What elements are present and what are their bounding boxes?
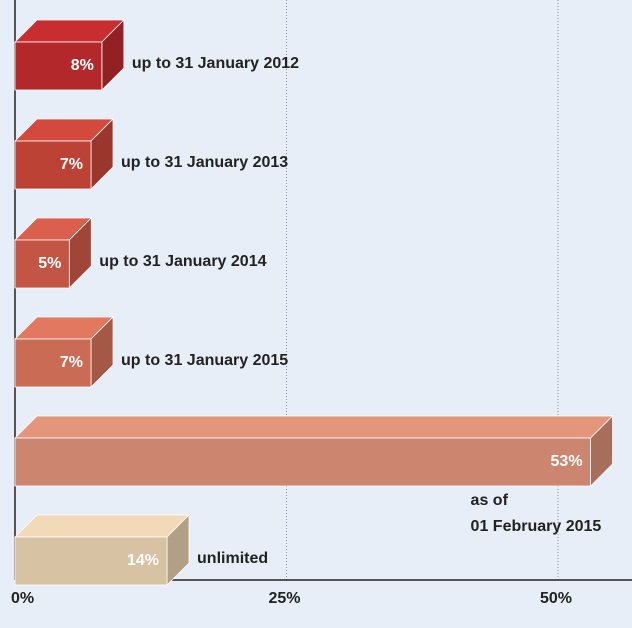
bar-top [14,415,614,439]
bar [14,514,191,586]
bar [14,316,114,388]
category-label: up to 31 January 2012 [131,55,300,72]
category-label: up to 31 January 2014 [99,253,267,270]
bar [14,415,614,487]
bar-front [14,338,92,388]
category-label: up to 31 January 2013 [121,154,289,171]
bar-front [14,536,168,586]
value-label: 14% [127,552,160,569]
value-label: 53% [550,453,583,470]
bar [14,118,114,190]
bar-front [14,239,70,289]
bar-top [14,514,191,538]
value-label: 8% [70,57,94,74]
category-label: unlimited [197,550,269,567]
x-tick-label: 50% [539,590,572,607]
value-label: 7% [59,354,84,371]
value-label: 5% [38,255,62,272]
x-tick-label: 0% [11,590,35,607]
bar [14,19,125,91]
value-label: 7% [59,156,84,173]
bar-front [14,140,92,190]
bar-front [14,437,591,487]
category-label: up to 31 January 2015 [121,352,289,369]
bar-front [14,41,103,91]
bar [14,217,93,289]
category-label: as of 01 February 2015 [470,492,602,535]
x-tick-label: 25% [268,590,301,607]
